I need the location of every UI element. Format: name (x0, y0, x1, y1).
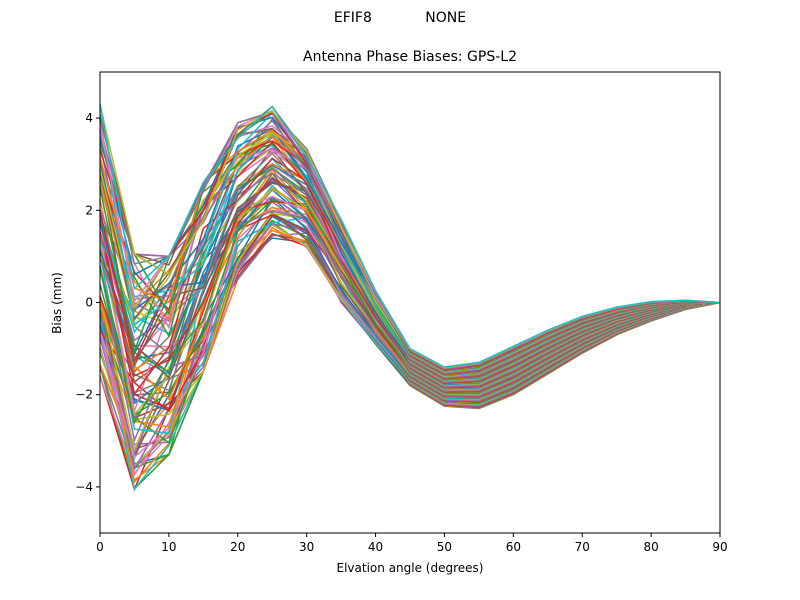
x-axis-label: Elvation angle (degrees) (336, 561, 484, 575)
x-axis-ticks: 0 10 20 30 40 50 60 70 80 90 (96, 533, 728, 554)
y-axis-ticks: −4 −2 0 2 4 (75, 111, 100, 494)
figure-suptitle: EFIF8 NONE (333, 10, 467, 26)
x-tick-label: 60 (506, 540, 521, 554)
x-tick-label: 80 (643, 540, 658, 554)
chart-title: Antenna Phase Biases: GPS-L2 (303, 49, 517, 65)
x-tick-label: 0 (96, 540, 104, 554)
series-line (99, 104, 721, 368)
y-axis-label: Bias (mm) (50, 272, 64, 334)
x-tick-label: 20 (230, 540, 245, 554)
y-tick-label: −2 (75, 388, 93, 402)
y-tick-label: 2 (85, 203, 93, 217)
y-tick-label: −4 (75, 480, 93, 494)
x-tick-label: 70 (575, 540, 590, 554)
x-tick-label: 50 (437, 540, 452, 554)
y-tick-label: 4 (85, 111, 93, 125)
x-tick-label: 30 (299, 540, 314, 554)
x-tick-label: 90 (712, 540, 727, 554)
data-lines (99, 104, 721, 492)
x-tick-label: 10 (161, 540, 176, 554)
x-tick-label: 40 (368, 540, 383, 554)
y-tick-label: 0 (85, 296, 93, 310)
